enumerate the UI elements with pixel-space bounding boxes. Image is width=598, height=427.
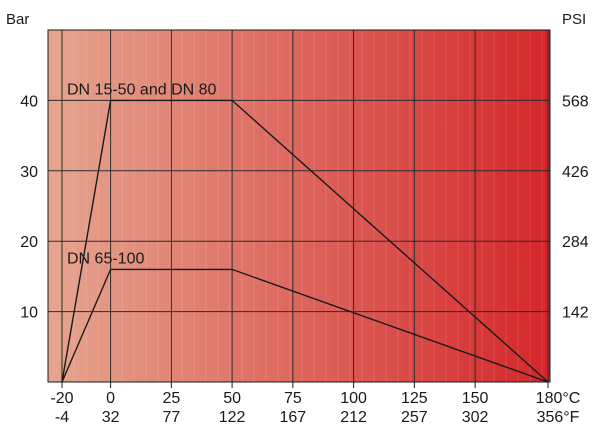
series-label-2: DN 65-100 bbox=[67, 250, 144, 267]
x-tick-label-celsius: 50 bbox=[223, 390, 241, 407]
series-annotations: DN 15-50 and DN 80 DN 65-100 bbox=[67, 81, 217, 267]
x-tick-label-celsius: 150 bbox=[462, 390, 489, 407]
y-tick-label-psi: 284 bbox=[562, 234, 589, 251]
right-axis-unit: PSI bbox=[562, 11, 586, 28]
x-tick-label-celsius: 125 bbox=[401, 390, 428, 407]
x-tick-label-celsius: 0 bbox=[106, 390, 115, 407]
x-tick-label-fahrenheit: 122 bbox=[219, 409, 246, 426]
x-tick-label-fahrenheit: 257 bbox=[401, 409, 428, 426]
series-line-1 bbox=[61, 99, 549, 383]
x-tick-label-celsius: 75 bbox=[284, 390, 302, 407]
x-tick-label-celsius: 25 bbox=[162, 390, 180, 407]
x-tick-label-fahrenheit: 77 bbox=[162, 409, 180, 426]
x-tick-label-celsius: 100 bbox=[340, 390, 367, 407]
x-tick-label-fahrenheit: 212 bbox=[340, 409, 367, 426]
y-tick-label-psi: 426 bbox=[562, 164, 589, 181]
x-tick-label-fahrenheit: 32 bbox=[102, 409, 120, 426]
left-axis-unit: Bar bbox=[6, 11, 29, 28]
x-tick-label-fahrenheit: 302 bbox=[462, 409, 489, 426]
y-tick-label-psi: 142 bbox=[562, 305, 589, 322]
x-tick-label-celsius: -20 bbox=[50, 390, 73, 407]
x-tick-label-fahrenheit: -4 bbox=[55, 409, 69, 426]
plot-area-border bbox=[47, 29, 551, 383]
series-lines bbox=[61, 99, 549, 383]
x-tick-label-celsius: 180°C bbox=[536, 390, 581, 407]
plot-area-background bbox=[48, 30, 550, 382]
series-label-1: DN 15-50 and DN 80 bbox=[67, 81, 217, 98]
x-tick-label-fahrenheit: 167 bbox=[279, 409, 306, 426]
series-line-2 bbox=[61, 268, 549, 383]
y-tick-label-bar: 20 bbox=[20, 234, 38, 251]
y-tick-label-bar: 30 bbox=[20, 164, 38, 181]
y-tick-label-psi: 568 bbox=[562, 93, 589, 110]
tick-labels: -20-403225775012275167100212125257150302… bbox=[20, 93, 589, 426]
x-tick-label-fahrenheit: 356°F bbox=[537, 409, 580, 426]
y-tick-label-bar: 40 bbox=[20, 93, 38, 110]
y-tick-label-bar: 10 bbox=[20, 305, 38, 322]
